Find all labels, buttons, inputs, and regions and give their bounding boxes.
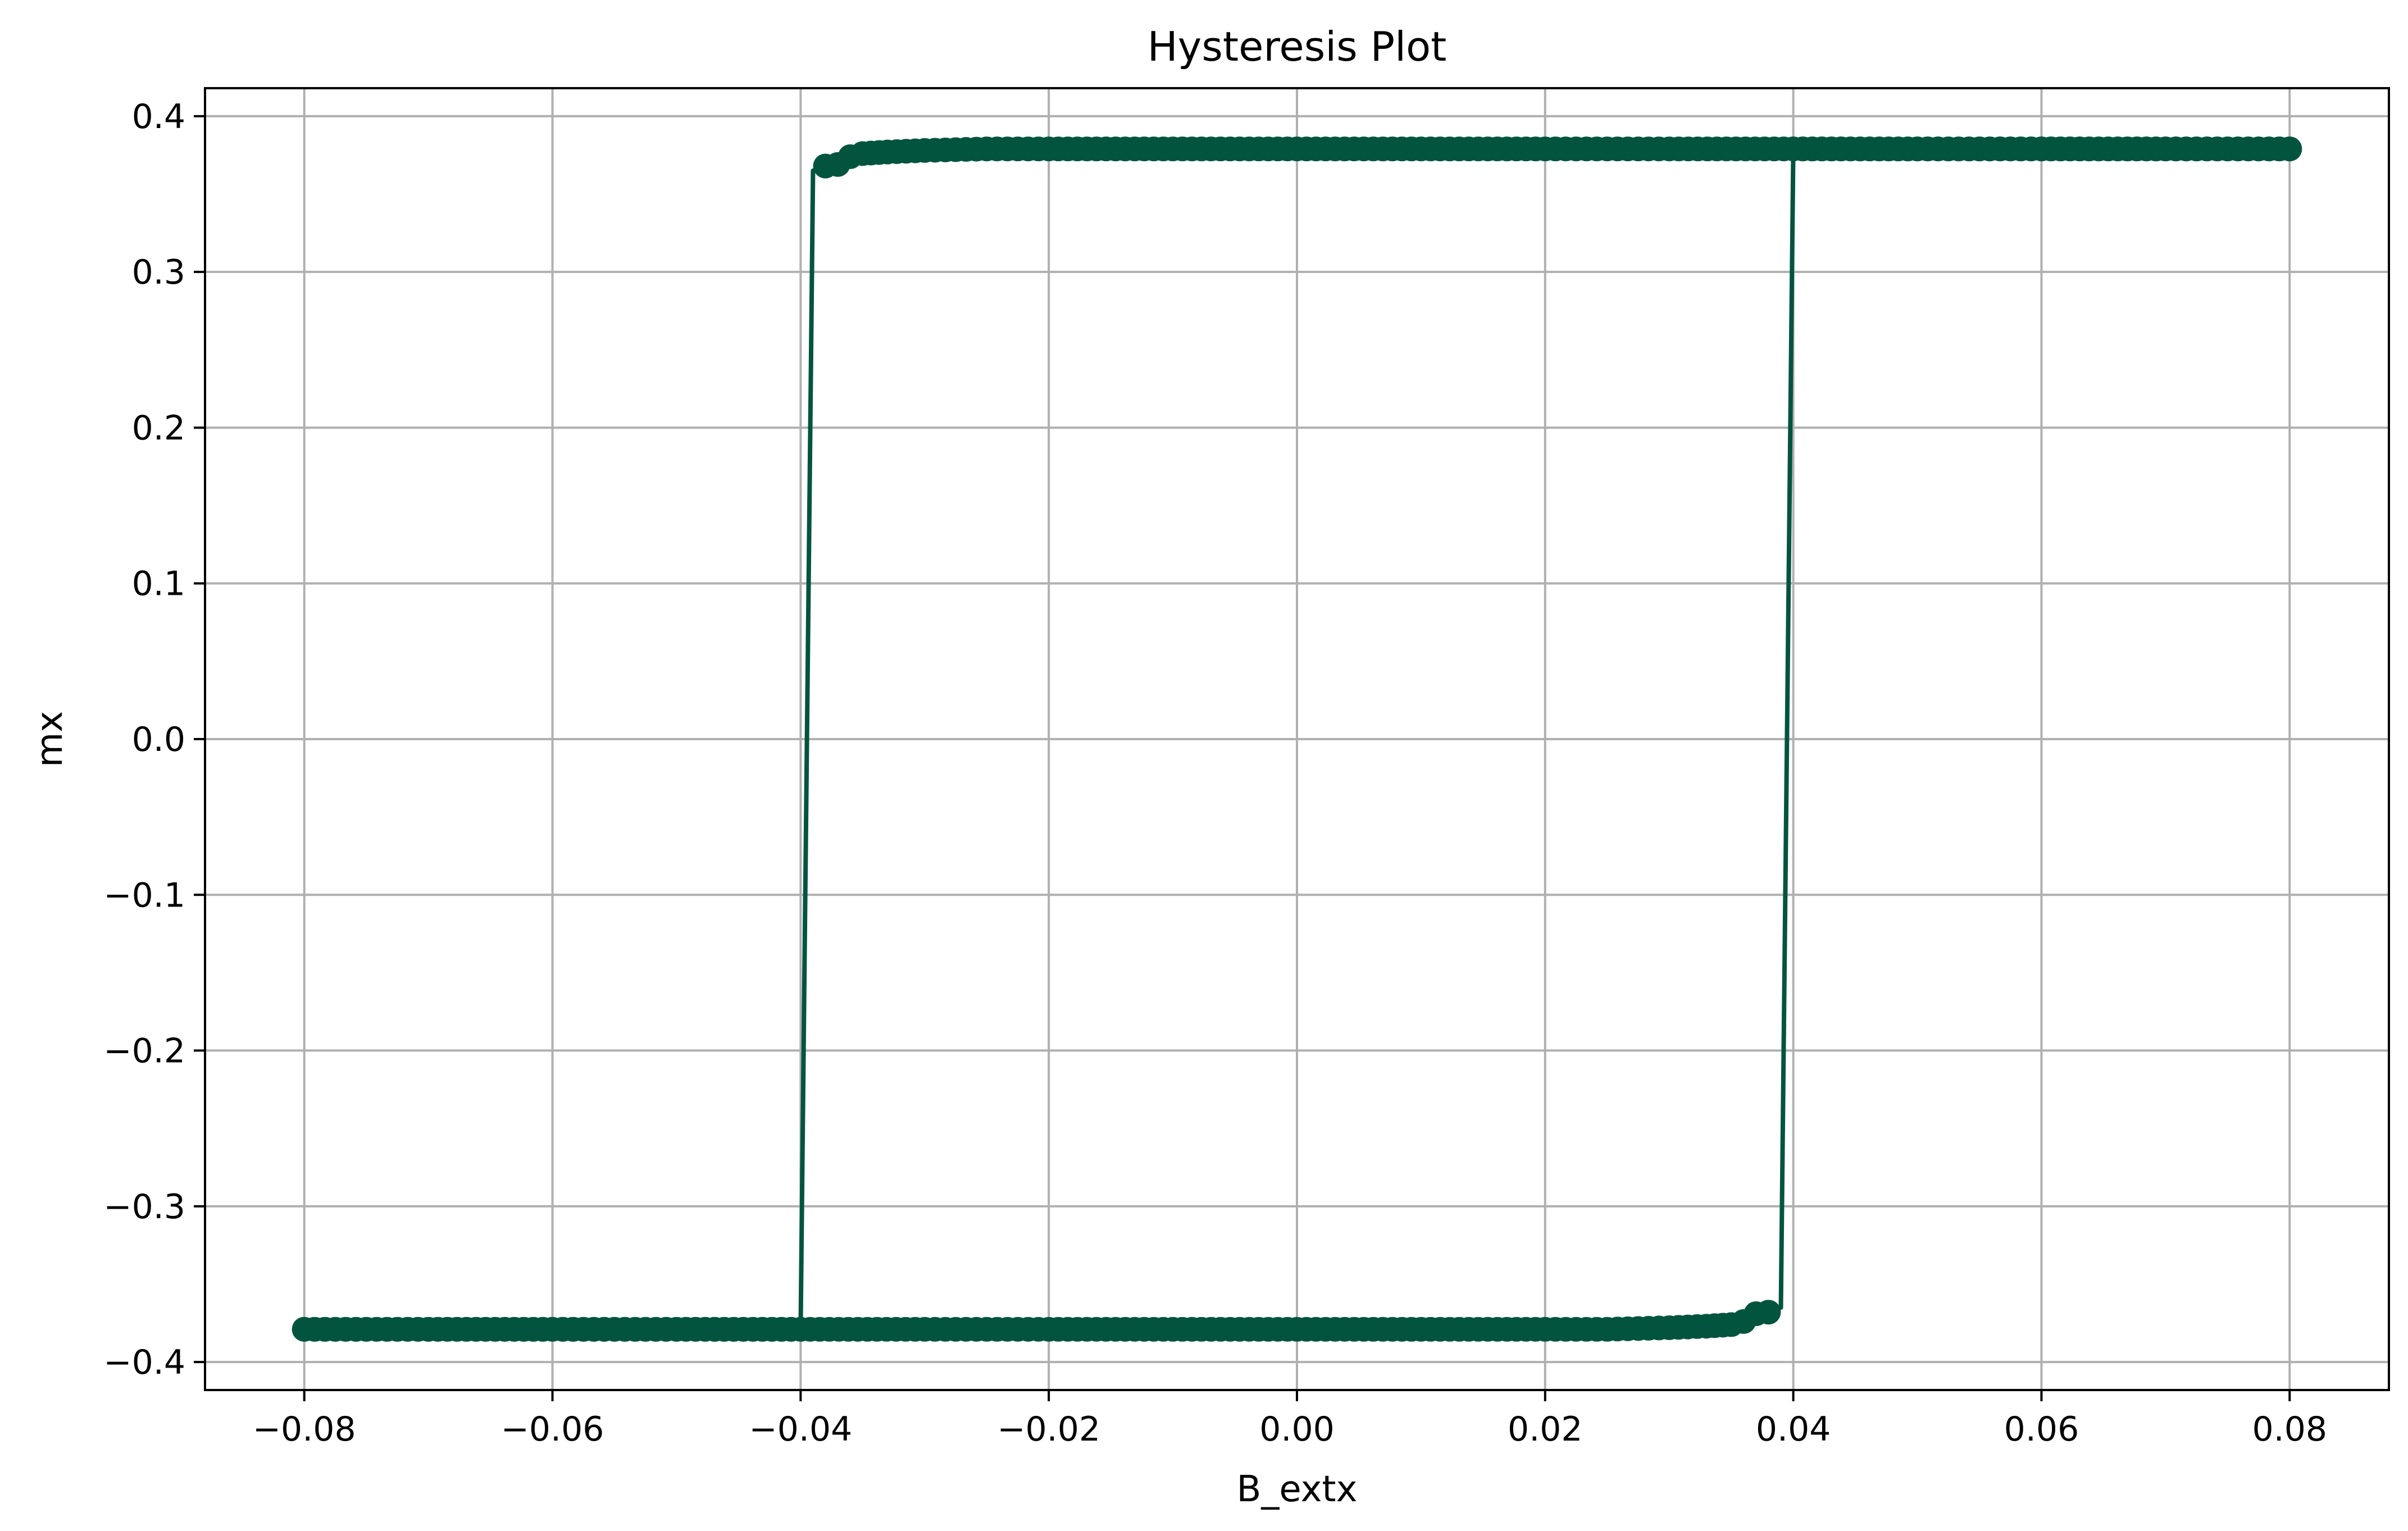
x-tick-label: −0.08 [253, 1410, 356, 1449]
plot-data-area [292, 136, 2302, 1342]
y-tick-label: −0.4 [103, 1343, 185, 1382]
y-tick-label: 0.4 [132, 97, 185, 136]
x-axis-label: B_extx [1237, 1469, 1358, 1510]
x-tick-label: −0.04 [749, 1410, 852, 1449]
axis-ticks: −0.08 −0.06 −0.04 −0.02 0.00 0.02 0.04 0.06 0.08… [103, 97, 2327, 1449]
x-tick-label: 0.00 [1259, 1410, 1335, 1449]
y-tick-label: −0.1 [103, 876, 185, 915]
data-point [1756, 1300, 1781, 1325]
x-tick-label: 0.06 [2004, 1410, 2079, 1449]
data-markers [292, 136, 2302, 1342]
data-point [2277, 136, 2302, 162]
data-point [813, 153, 838, 179]
y-tick-label: 0.3 [132, 253, 185, 292]
x-tick-label: 0.02 [1508, 1410, 1583, 1449]
x-tick-label: −0.06 [501, 1410, 604, 1449]
y-tick-label: −0.2 [103, 1032, 185, 1071]
y-tick-label: 0.1 [132, 564, 185, 604]
chart-title: Hysteresis Plot [1148, 23, 1447, 70]
y-axis-label: mx [29, 711, 71, 767]
y-tick-label: 0.2 [132, 408, 185, 448]
grid-lines [205, 88, 2389, 1390]
y-tick-label: 0.0 [132, 720, 185, 759]
x-tick-label: 0.08 [2252, 1410, 2327, 1449]
y-tick-label: −0.3 [103, 1187, 185, 1227]
x-tick-label: 0.04 [1756, 1410, 1831, 1449]
x-tick-label: −0.02 [997, 1410, 1100, 1449]
